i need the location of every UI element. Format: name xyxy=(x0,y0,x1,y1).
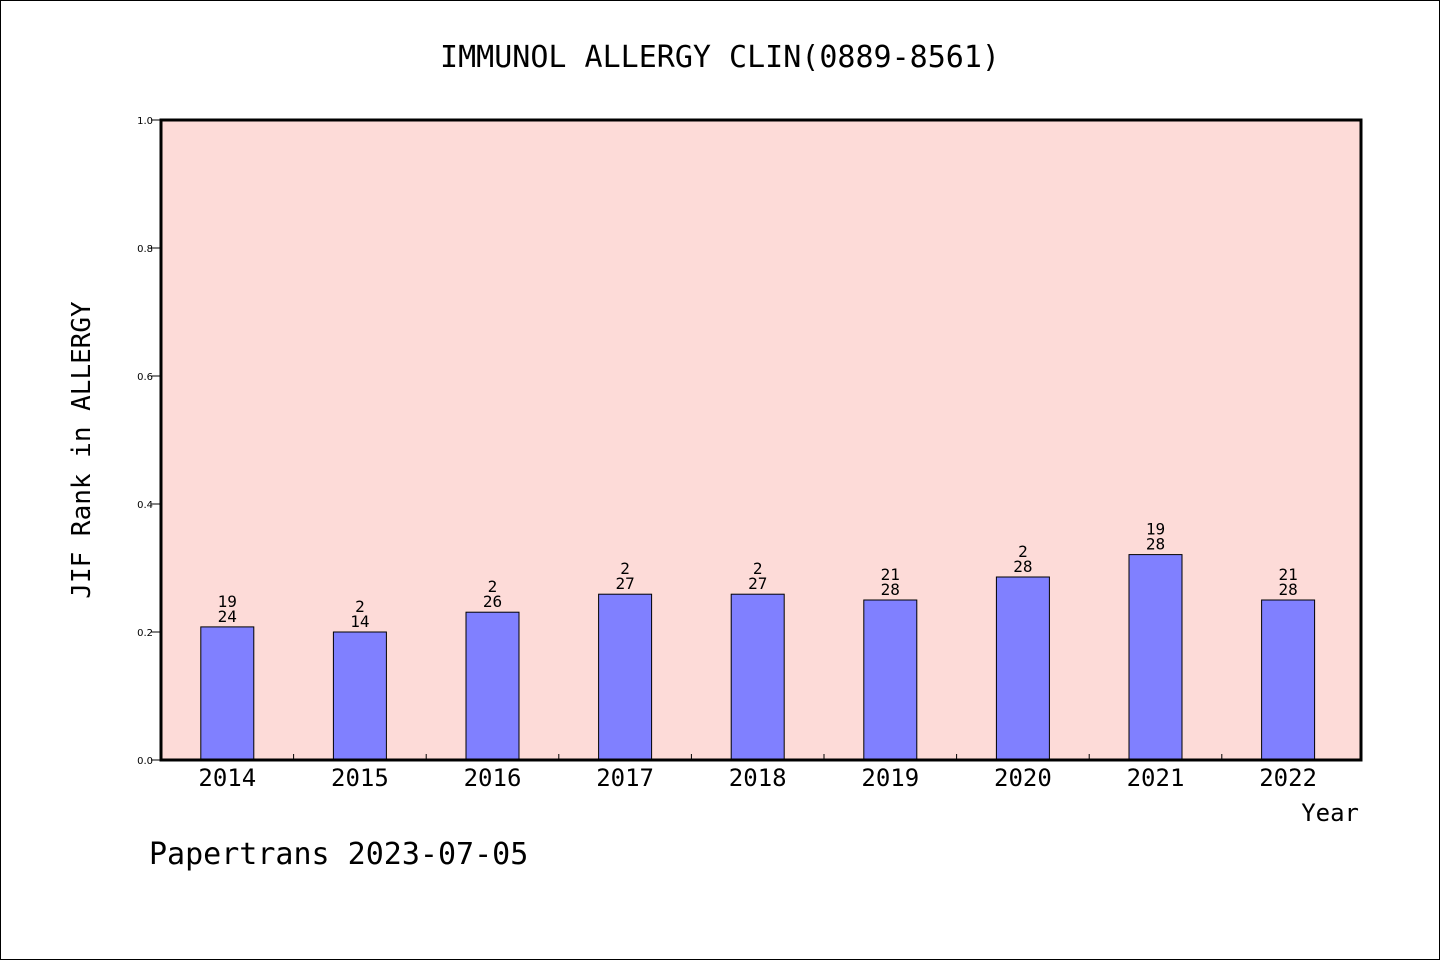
y-axis-label: JIF Rank in ALLERGY xyxy=(67,301,97,599)
bar-2017 xyxy=(598,593,653,761)
x-tick-label-2021: 2021 xyxy=(1127,764,1185,792)
x-tick-label-2019: 2019 xyxy=(861,764,919,792)
y-axis-ticks: 0.0 0.2 0.4 0.6 0.8 1.0 xyxy=(137,116,161,767)
bar-label-total-2020: 28 xyxy=(1013,557,1032,576)
bar-label-total-2021: 28 xyxy=(1146,535,1165,554)
x-tick-label-2020: 2020 xyxy=(994,764,1052,792)
x-axis-ticks: 2014 2015 2016 2017 2018 2019 2020 2021 2022 xyxy=(198,754,1317,792)
x-tick-label-2017: 2017 xyxy=(596,764,654,792)
bar-2020 xyxy=(995,576,1050,761)
bar-label-total-2014: 24 xyxy=(218,607,237,626)
bar-label-total-2019: 28 xyxy=(881,580,900,599)
x-axis-label: Year xyxy=(1301,799,1359,827)
x-tick-label-2016: 2016 xyxy=(464,764,522,792)
bar-label-total-2022: 28 xyxy=(1278,580,1297,599)
bar-2014 xyxy=(200,626,255,761)
bar-label-rank-2021: 19 xyxy=(1146,520,1165,539)
bar-label-total-2018: 27 xyxy=(748,574,767,593)
plot-border xyxy=(159,118,1363,762)
bar-label-rank-2016: 2 xyxy=(488,577,498,596)
bar-label-rank-2018: 2 xyxy=(753,559,763,578)
bar-label-rank-2017: 2 xyxy=(620,559,630,578)
y-tick-label-0.4: 0.4 xyxy=(137,500,153,511)
y-tick-label-0.6: 0.6 xyxy=(137,372,153,383)
bar-2021 xyxy=(1128,554,1183,761)
bar-label-rank-2014: 19 xyxy=(218,592,237,611)
bar-2019 xyxy=(863,599,918,761)
bar-label-total-2015: 14 xyxy=(350,612,369,631)
x-tick-label-2014: 2014 xyxy=(198,764,256,792)
bar-label-total-2016: 26 xyxy=(483,592,502,611)
bar-2016 xyxy=(465,611,520,761)
x-tick-label-2018: 2018 xyxy=(729,764,787,792)
bar-label-rank-2022: 21 xyxy=(1278,565,1297,584)
bar-label-rank-2015: 2 xyxy=(355,597,365,616)
y-tick-label-0.8: 0.8 xyxy=(137,244,153,255)
bar-label-rank-2020: 2 xyxy=(1018,542,1028,561)
bar-2015 xyxy=(332,631,387,761)
x-tick-label-2022: 2022 xyxy=(1259,764,1317,792)
chart-title: IMMUNOL ALLERGY CLIN(0889-8561) xyxy=(440,40,1000,75)
bar-label-rank-2019: 21 xyxy=(881,565,900,584)
y-tick-label-0.2: 0.2 xyxy=(137,628,153,639)
bars-layer xyxy=(200,554,1316,761)
y-tick-label-0.0: 0.0 xyxy=(137,756,153,767)
bar-2022 xyxy=(1261,599,1316,761)
bar-label-total-2017: 27 xyxy=(615,574,634,593)
x-tick-label-2015: 2015 xyxy=(331,764,389,792)
y-tick-label-1.0: 1.0 xyxy=(137,116,153,127)
footer-credit: Papertrans 2023-07-05 xyxy=(149,837,528,872)
bar-2018 xyxy=(730,593,785,761)
